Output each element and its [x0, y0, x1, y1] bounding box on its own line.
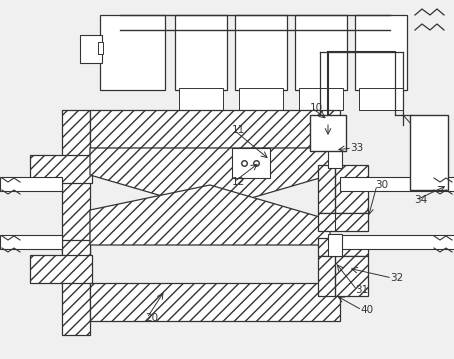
Bar: [235, 15, 287, 90]
Bar: [340, 177, 454, 191]
Text: 32: 32: [390, 273, 403, 283]
Bar: [359, 88, 403, 110]
Text: 12: 12: [232, 177, 245, 187]
Bar: [80, 35, 102, 63]
Text: 10: 10: [310, 103, 323, 113]
Bar: [410, 115, 448, 190]
Bar: [295, 15, 347, 90]
Bar: [30, 255, 92, 283]
Bar: [318, 238, 368, 256]
Bar: [318, 165, 368, 213]
Bar: [299, 88, 343, 110]
Bar: [90, 283, 340, 321]
Bar: [328, 234, 342, 256]
Bar: [0, 177, 62, 191]
Text: 11: 11: [232, 125, 245, 135]
Bar: [328, 140, 342, 168]
Bar: [239, 88, 283, 110]
Text: 31: 31: [355, 285, 368, 295]
Text: 33: 33: [350, 143, 363, 153]
Bar: [175, 15, 227, 90]
Bar: [0, 235, 62, 249]
Bar: [310, 115, 346, 151]
Bar: [62, 110, 90, 260]
Bar: [355, 15, 407, 90]
Text: 40: 40: [360, 305, 373, 315]
Bar: [30, 155, 92, 183]
Text: 20: 20: [145, 313, 158, 323]
Bar: [98, 42, 103, 54]
Bar: [62, 240, 90, 335]
Text: 34: 34: [414, 195, 427, 205]
Bar: [318, 256, 368, 296]
Polygon shape: [90, 185, 330, 245]
Bar: [90, 110, 340, 148]
Bar: [179, 88, 223, 110]
Bar: [318, 213, 368, 231]
Text: 30: 30: [375, 180, 388, 190]
Bar: [340, 235, 454, 249]
Polygon shape: [90, 148, 330, 210]
Bar: [100, 15, 165, 90]
Bar: [232, 148, 270, 178]
